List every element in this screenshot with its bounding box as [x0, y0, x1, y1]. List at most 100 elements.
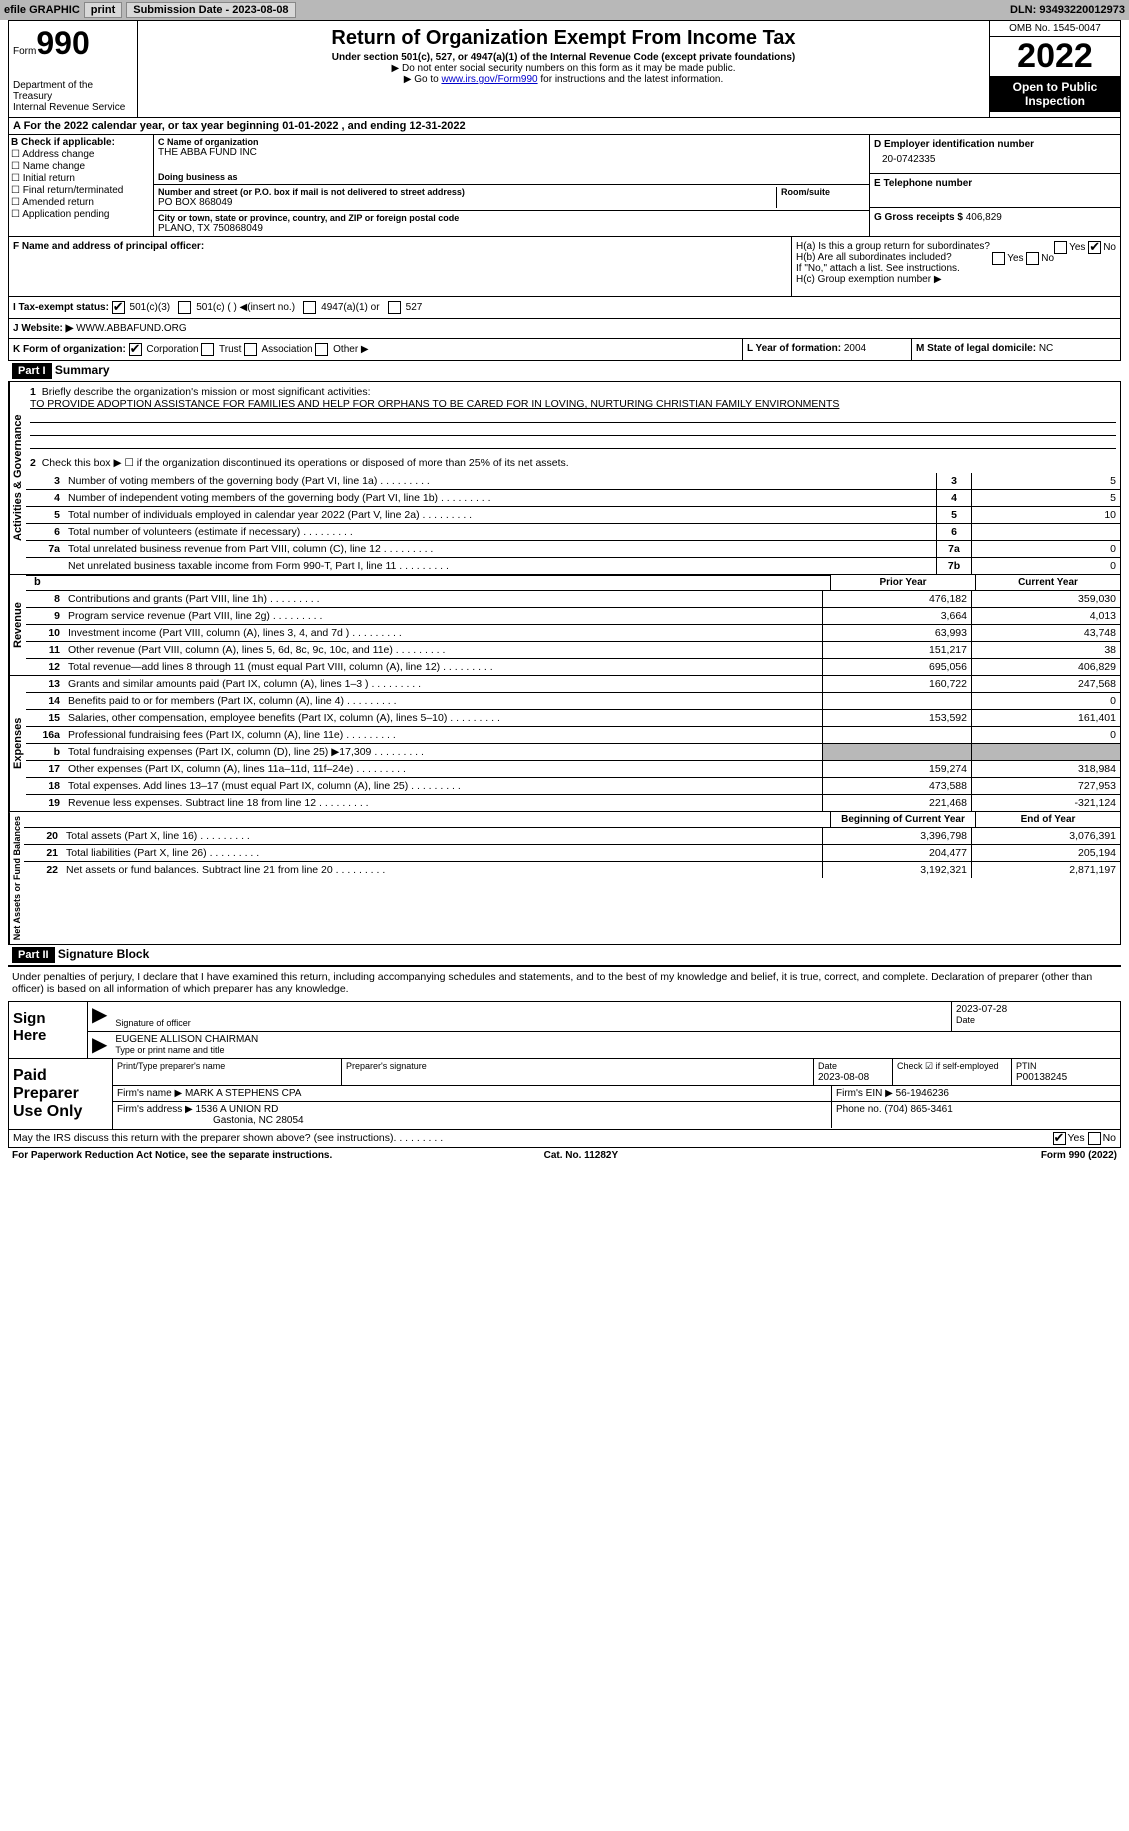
discuss-yes[interactable] — [1053, 1132, 1066, 1145]
hb-yes[interactable] — [992, 252, 1005, 265]
e-label: E Telephone number — [874, 178, 1116, 189]
chk-527[interactable] — [388, 301, 401, 314]
open-to-public: Open to Public Inspection — [990, 76, 1120, 112]
sign-here-block: Sign Here ▶ Signature of officer 2023-07… — [8, 1001, 1121, 1059]
chk-501c3[interactable] — [112, 301, 125, 314]
part1-header: Part I Summary — [8, 361, 1121, 382]
table-row: 17 Other expenses (Part IX, column (A), … — [26, 761, 1120, 778]
h-c: H(c) Group exemption number ▶ — [796, 274, 1116, 285]
ptin: P00138245 — [1016, 1072, 1067, 1083]
paid-preparer-label: Paid Preparer Use Only — [9, 1059, 113, 1129]
irs-link[interactable]: www.irs.gov/Form990 — [441, 74, 537, 85]
form-header: Form990 Department of the Treasury Inter… — [8, 20, 1121, 118]
line-j: J Website: ▶ WWW.ABBAFUND.ORG — [8, 319, 1121, 339]
chk-amended[interactable]: ☐ Amended return — [11, 197, 151, 208]
col-headers-net: Beginning of Current Year End of Year — [24, 812, 1120, 828]
self-employed-check[interactable]: Check ☑ if self-employed — [893, 1059, 1012, 1085]
addr-label: Number and street (or P.O. box if mail i… — [158, 187, 776, 197]
paid-preparer-block: Paid Preparer Use Only Print/Type prepar… — [8, 1059, 1121, 1130]
g-label: G Gross receipts $ — [874, 212, 966, 223]
chk-assoc[interactable] — [244, 343, 257, 356]
org-address: PO BOX 868049 — [158, 197, 776, 208]
chk-app-pending[interactable]: ☐ Application pending — [11, 209, 151, 220]
sign-here-label: Sign Here — [9, 1002, 88, 1058]
b-label: B Check if applicable: — [11, 137, 115, 148]
table-row: b Total fundraising expenses (Part IX, c… — [26, 744, 1120, 761]
label-revenue: Revenue — [9, 575, 26, 675]
table-row: 20 Total assets (Part X, line 16) 3,396,… — [24, 828, 1120, 845]
sig-date: 2023-07-28 — [956, 1004, 1007, 1015]
ha-no[interactable] — [1088, 241, 1101, 254]
city-label: City or town, state or province, country… — [158, 213, 865, 223]
table-row: 18 Total expenses. Add lines 13–17 (must… — [26, 778, 1120, 795]
ha-yes[interactable] — [1054, 241, 1067, 254]
form-number: 990 — [36, 25, 89, 61]
chk-address-change[interactable]: ☐ Address change — [11, 149, 151, 160]
form-title: Return of Organization Exempt From Incom… — [142, 27, 985, 50]
chk-other[interactable] — [315, 343, 328, 356]
chk-initial-return[interactable]: ☐ Initial return — [11, 173, 151, 184]
line-i: I Tax-exempt status: 501(c)(3) 501(c) ( … — [8, 297, 1121, 319]
c-name-label: C Name of organization — [158, 137, 865, 147]
omb-number: OMB No. 1545-0047 — [990, 21, 1120, 37]
chk-name-change[interactable]: ☐ Name change — [11, 161, 151, 172]
block-f-h: F Name and address of principal officer:… — [8, 237, 1121, 297]
table-row: 12 Total revenue—add lines 8 through 11 … — [26, 659, 1120, 675]
table-row: 14 Benefits paid to or for members (Part… — [26, 693, 1120, 710]
h-a: H(a) Is this a group return for subordin… — [796, 241, 1116, 252]
line-2: 2 Check this box ▶ ☐ if the organization… — [26, 453, 1120, 473]
table-row: Net unrelated business taxable income fr… — [26, 558, 1120, 574]
form-label: Form — [13, 46, 36, 57]
line-k-l-m: K Form of organization: Corporation Trus… — [8, 339, 1121, 361]
ein: 20-0742335 — [874, 150, 1116, 169]
line-1: 1 Briefly describe the organization's mi… — [26, 382, 1120, 453]
label-activities: Activities & Governance — [9, 382, 26, 574]
year-formed: 2004 — [844, 343, 866, 354]
table-row: 15 Salaries, other compensation, employe… — [26, 710, 1120, 727]
discuss-row: May the IRS discuss this return with the… — [8, 1130, 1121, 1148]
f-label: F Name and address of principal officer: — [13, 241, 204, 252]
table-row: 6 Total number of volunteers (estimate i… — [26, 524, 1120, 541]
org-name: THE ABBA FUND INC — [158, 147, 865, 158]
table-row: 9 Program service revenue (Part VIII, li… — [26, 608, 1120, 625]
tax-year: 2022 — [990, 37, 1120, 76]
table-row: 4 Number of independent voting members o… — [26, 490, 1120, 507]
table-row: 19 Revenue less expenses. Subtract line … — [26, 795, 1120, 811]
chk-final-return[interactable]: ☐ Final return/terminated — [11, 185, 151, 196]
org-city: PLANO, TX 750868049 — [158, 223, 865, 234]
chk-4947[interactable] — [303, 301, 316, 314]
officer-name: EUGENE ALLISON CHAIRMAN — [115, 1034, 258, 1045]
firm-name: MARK A STEPHENS CPA — [185, 1088, 302, 1099]
firm-ein: 56-1946236 — [896, 1088, 949, 1099]
dept-label: Department of the Treasury Internal Reve… — [13, 80, 133, 113]
print-button[interactable]: print — [84, 2, 122, 18]
arrow-icon: ▶ — [88, 1002, 111, 1031]
chk-corp[interactable] — [129, 343, 142, 356]
state-domicile: NC — [1039, 343, 1053, 354]
table-row: 10 Investment income (Part VIII, column … — [26, 625, 1120, 642]
dln: DLN: 93493220012973 — [1010, 4, 1125, 16]
col-headers-rev: b Prior Year Current Year — [26, 575, 1120, 591]
label-net-assets: Net Assets or Fund Balances — [9, 812, 24, 944]
hb-no[interactable] — [1026, 252, 1039, 265]
discuss-no[interactable] — [1088, 1132, 1101, 1145]
table-row: 8 Contributions and grants (Part VIII, l… — [26, 591, 1120, 608]
h-b-note: If "No," attach a list. See instructions… — [796, 263, 1116, 274]
page-footer: For Paperwork Reduction Act Notice, see … — [8, 1148, 1121, 1163]
table-row: 5 Total number of individuals employed i… — [26, 507, 1120, 524]
firm-addr: 1536 A UNION RD — [196, 1104, 279, 1115]
table-row: 21 Total liabilities (Part X, line 26) 2… — [24, 845, 1120, 862]
part2-header: Part II Signature Block — [8, 945, 1121, 966]
website: WWW.ABBAFUND.ORG — [76, 323, 187, 334]
chk-trust[interactable] — [201, 343, 214, 356]
table-row: 22 Net assets or fund balances. Subtract… — [24, 862, 1120, 878]
room-label: Room/suite — [781, 187, 861, 197]
subtitle-2: ▶ Do not enter social security numbers o… — [142, 63, 985, 74]
line-a: A For the 2022 calendar year, or tax yea… — [8, 118, 1121, 135]
submission-date-button[interactable]: Submission Date - 2023-08-08 — [126, 2, 295, 18]
top-bar: efile GRAPHIC print Submission Date - 20… — [0, 0, 1129, 20]
chk-501c[interactable] — [178, 301, 191, 314]
table-row: 13 Grants and similar amounts paid (Part… — [26, 676, 1120, 693]
subtitle-3: ▶ Go to www.irs.gov/Form990 for instruct… — [142, 74, 985, 85]
d-label: D Employer identification number — [874, 139, 1116, 150]
